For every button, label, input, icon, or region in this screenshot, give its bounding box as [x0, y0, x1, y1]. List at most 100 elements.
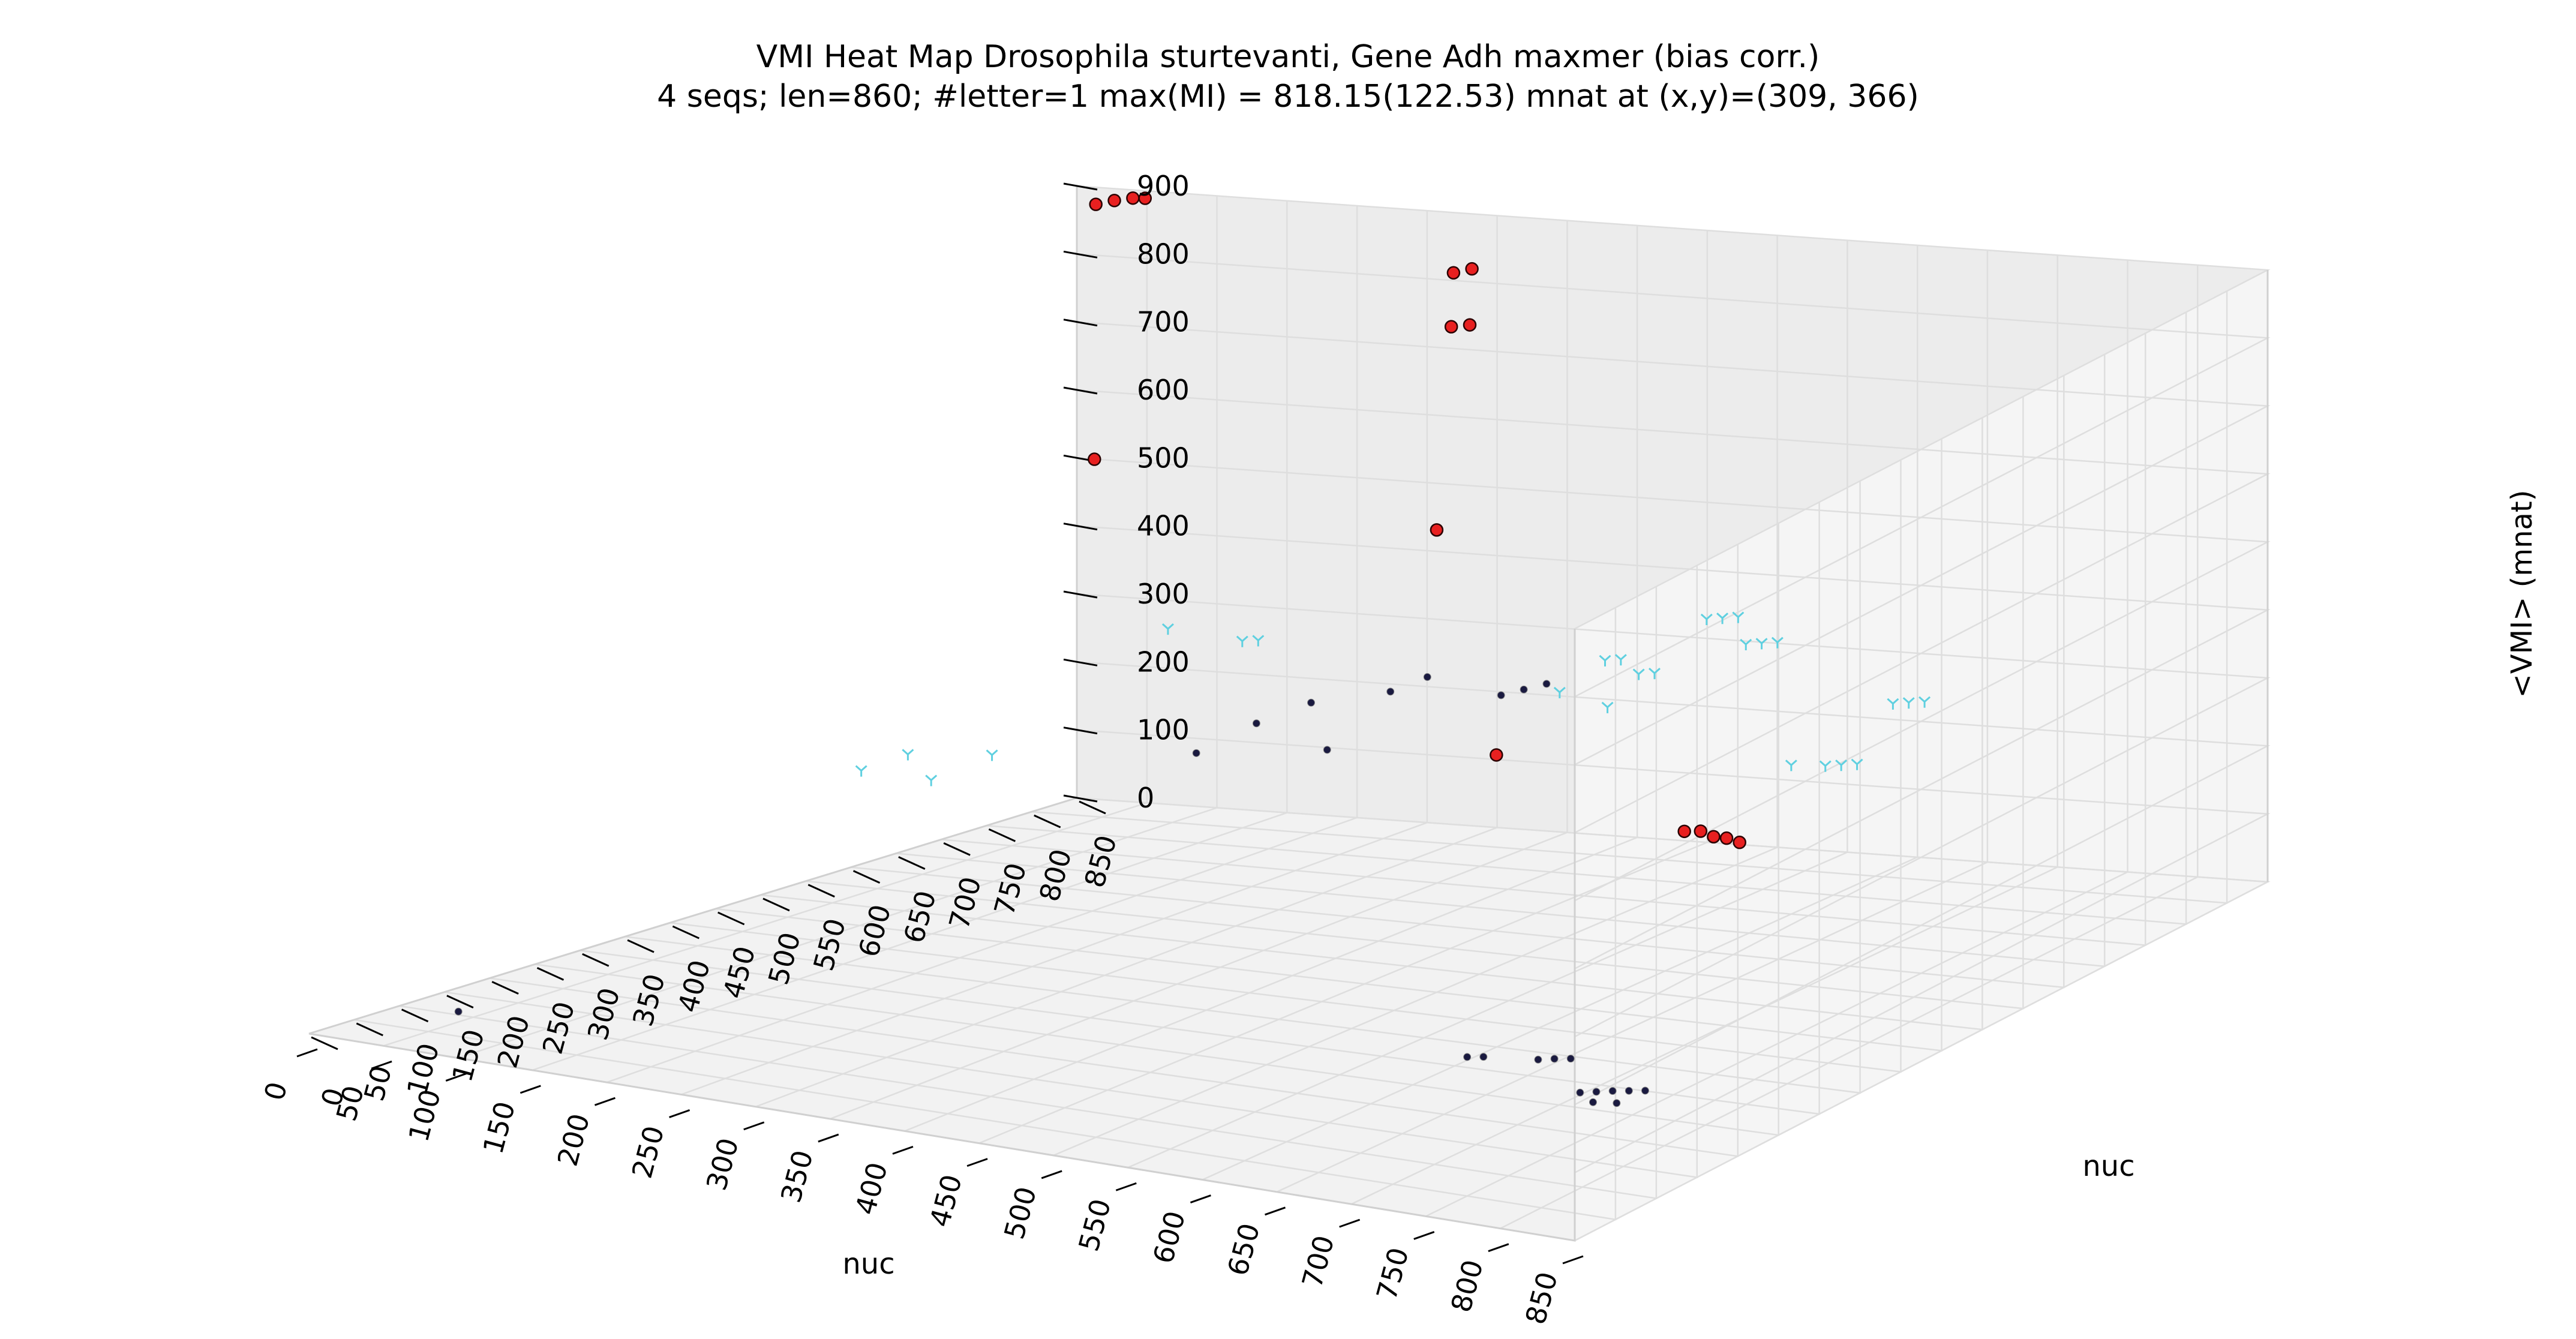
y-tick-mark — [311, 1036, 338, 1050]
x-tick-mark — [892, 1145, 914, 1155]
x-tick-label: 550 — [1072, 1196, 1117, 1255]
chart-subtitle: 4 seqs; len=860; #letter=1 max(MI) = 818… — [657, 79, 1919, 115]
x-tick-mark — [296, 1048, 318, 1058]
y-tick-mark — [672, 925, 699, 939]
data-point — [1601, 701, 1614, 713]
data-point — [1566, 1055, 1575, 1063]
x-tick-label: 400 — [849, 1159, 894, 1218]
x-tick-label: 600 — [1147, 1208, 1192, 1267]
data-point — [1138, 191, 1152, 205]
z-tick-label: 500 — [1137, 442, 1190, 474]
data-point — [1608, 1087, 1617, 1095]
x-tick-mark — [743, 1121, 765, 1131]
y-tick-label: 50 — [358, 1062, 398, 1104]
data-point — [1534, 1055, 1542, 1064]
data-point — [1599, 655, 1611, 667]
x-tick-label: 750 — [1370, 1244, 1415, 1304]
data-point — [1716, 613, 1729, 625]
x-tick-label: 250 — [626, 1122, 671, 1182]
y-tick-mark — [1079, 800, 1106, 815]
x-tick-label: 0 — [258, 1079, 294, 1104]
data-point — [986, 749, 998, 761]
y-tick-mark — [717, 911, 745, 926]
data-point — [1613, 1099, 1621, 1107]
y-tick-mark — [898, 856, 926, 870]
data-point — [1632, 668, 1645, 680]
data-point — [1576, 1088, 1584, 1097]
z-tick-label: 200 — [1137, 646, 1190, 678]
data-point — [1236, 635, 1248, 647]
y-tick-mark — [536, 967, 565, 981]
data-point — [1430, 523, 1444, 537]
z-tick-label: 100 — [1137, 714, 1190, 746]
x-tick-label: 300 — [700, 1134, 745, 1194]
data-point — [1550, 1055, 1559, 1063]
data-point — [1463, 318, 1477, 332]
y-tick-mark — [582, 953, 610, 967]
z-tick-label: 0 — [1137, 782, 1154, 814]
y-axis-label: nuc — [2082, 1149, 2134, 1183]
data-point — [1707, 830, 1721, 843]
x-tick-label: 800 — [1445, 1256, 1490, 1316]
data-point — [1733, 835, 1746, 849]
z-tick-label: 600 — [1137, 374, 1190, 406]
x-tick-mark — [1041, 1170, 1062, 1179]
data-point — [1542, 680, 1551, 688]
data-point — [1919, 696, 1931, 708]
data-point — [902, 749, 914, 761]
x-tick-label: 500 — [998, 1183, 1043, 1242]
x-tick-mark — [1413, 1230, 1435, 1240]
data-point — [1700, 613, 1713, 625]
data-point — [1089, 197, 1103, 211]
data-point — [1641, 1086, 1649, 1095]
z-tick-mark — [1063, 386, 1098, 395]
data-point — [1851, 758, 1863, 770]
y-tick-mark — [401, 1008, 429, 1023]
y-tick-mark — [762, 897, 790, 912]
data-point — [1614, 654, 1627, 666]
x-tick-mark — [445, 1073, 467, 1082]
data-point — [1423, 673, 1431, 681]
data-point — [1479, 1053, 1488, 1061]
y-tick-mark — [807, 884, 835, 898]
y-tick-mark — [943, 842, 971, 856]
data-point — [925, 774, 938, 786]
z-tick-mark — [1063, 250, 1098, 259]
y-tick-mark — [852, 870, 881, 884]
x-tick-label: 350 — [774, 1147, 819, 1206]
y-tick-mark — [356, 1022, 383, 1037]
x-tick-mark — [371, 1060, 392, 1070]
z-tick-label: 900 — [1137, 170, 1190, 202]
data-point — [1589, 1098, 1597, 1106]
data-point — [1553, 686, 1566, 699]
y-tick-mark — [446, 995, 474, 1009]
data-point — [855, 765, 867, 777]
data-point — [1835, 759, 1848, 771]
x-tick-mark — [520, 1085, 541, 1094]
chart-title: VMI Heat Map Drosophila sturtevanti, Gen… — [756, 39, 1820, 75]
x-tick-label: 450 — [923, 1171, 968, 1230]
data-point — [1755, 638, 1768, 650]
data-point — [1107, 194, 1121, 208]
data-point — [1446, 266, 1461, 280]
z-tick-label: 700 — [1137, 306, 1190, 338]
z-axis-label: <VMI> (mnat) — [2505, 490, 2539, 698]
x-tick-label: 150 — [476, 1098, 521, 1157]
data-point — [1902, 697, 1915, 709]
z-tick-mark — [1063, 726, 1098, 735]
data-point — [1386, 687, 1395, 696]
data-point — [1740, 638, 1752, 651]
x-tick-label: 650 — [1221, 1220, 1266, 1279]
data-point — [1732, 611, 1745, 623]
y-tick-mark — [491, 981, 519, 995]
z-tick-label: 800 — [1137, 238, 1190, 270]
data-point — [1323, 746, 1331, 754]
y-tick-mark — [627, 939, 654, 953]
z-tick-mark — [1063, 794, 1098, 803]
z-tick-mark — [1063, 523, 1098, 531]
z-tick-mark — [1063, 590, 1098, 599]
z-tick-mark — [1063, 658, 1098, 667]
x-tick-mark — [818, 1133, 839, 1143]
x-tick-mark — [966, 1158, 988, 1167]
